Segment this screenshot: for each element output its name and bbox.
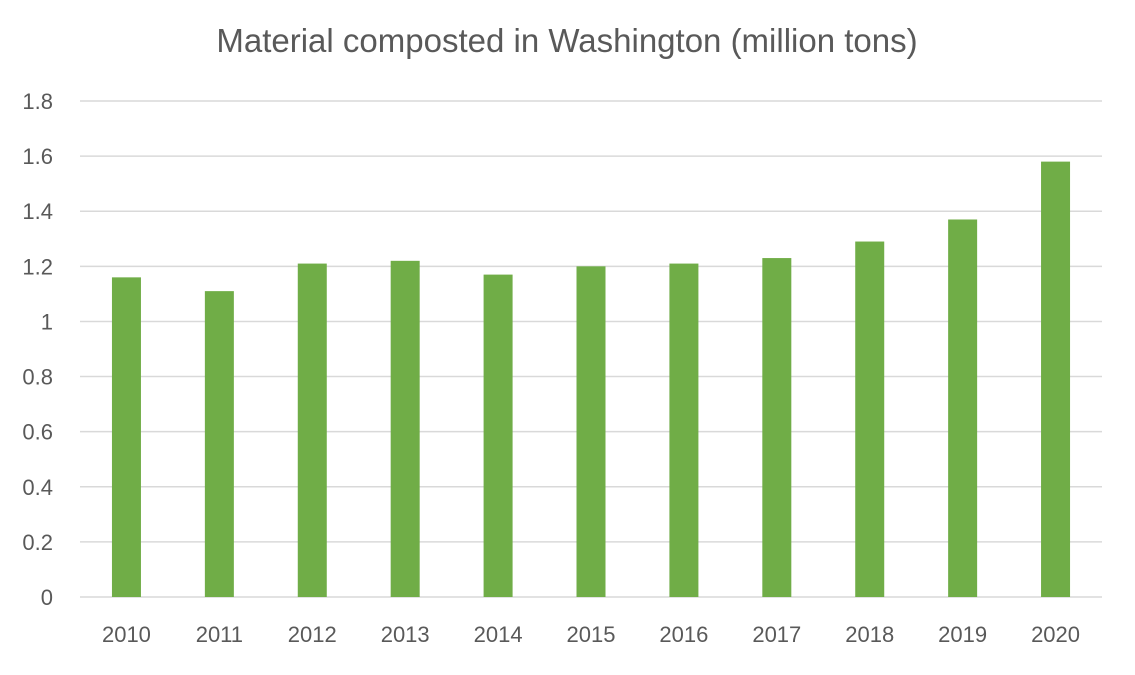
y-tick-label: 1: [41, 309, 53, 334]
bar-2018: [855, 241, 885, 598]
x-tick-label: 2018: [845, 622, 894, 647]
y-axis-ticks: 0 0.2 0.4 0.6 0.8 1 1.2 1.4 1.6 1.8: [22, 89, 53, 610]
x-tick-label: 2019: [938, 622, 987, 647]
bar-2011: [204, 291, 234, 597]
bar-2012: [297, 263, 327, 597]
x-tick-label: 2010: [102, 622, 151, 647]
chart-title: Material composted in Washington (millio…: [216, 22, 917, 59]
x-tick-label: 2020: [1031, 622, 1080, 647]
bar-2014: [483, 274, 513, 597]
y-tick-label: 1.4: [22, 199, 53, 224]
bar-2013: [390, 260, 420, 597]
y-tick-label: 1.6: [22, 144, 53, 169]
bars: [111, 161, 1071, 598]
y-tick-label: 0.6: [22, 420, 53, 445]
y-tick-label: 0.8: [22, 365, 53, 390]
y-tick-label: 0.2: [22, 530, 53, 555]
bar-2017: [762, 258, 792, 597]
x-axis-ticks: 2010 2011 2012 2013 2014 2015 2016 2017 2018 2019…: [102, 622, 1080, 647]
bar-2016: [669, 263, 699, 597]
bar-2010: [111, 277, 141, 597]
y-tick-label: 0.4: [22, 475, 53, 500]
y-tick-label: 0: [41, 585, 53, 610]
x-tick-label: 2012: [288, 622, 337, 647]
y-tick-label: 1.8: [22, 89, 53, 114]
x-tick-label: 2017: [752, 622, 801, 647]
x-tick-label: 2014: [474, 622, 523, 647]
x-tick-label: 2015: [567, 622, 616, 647]
x-tick-label: 2011: [196, 622, 243, 647]
bar-2015: [576, 266, 606, 597]
bar-2019: [948, 219, 978, 597]
y-tick-label: 1.2: [22, 254, 53, 279]
x-tick-label: 2013: [381, 622, 430, 647]
x-tick-label: 2016: [659, 622, 708, 647]
bar-2020: [1041, 161, 1071, 597]
